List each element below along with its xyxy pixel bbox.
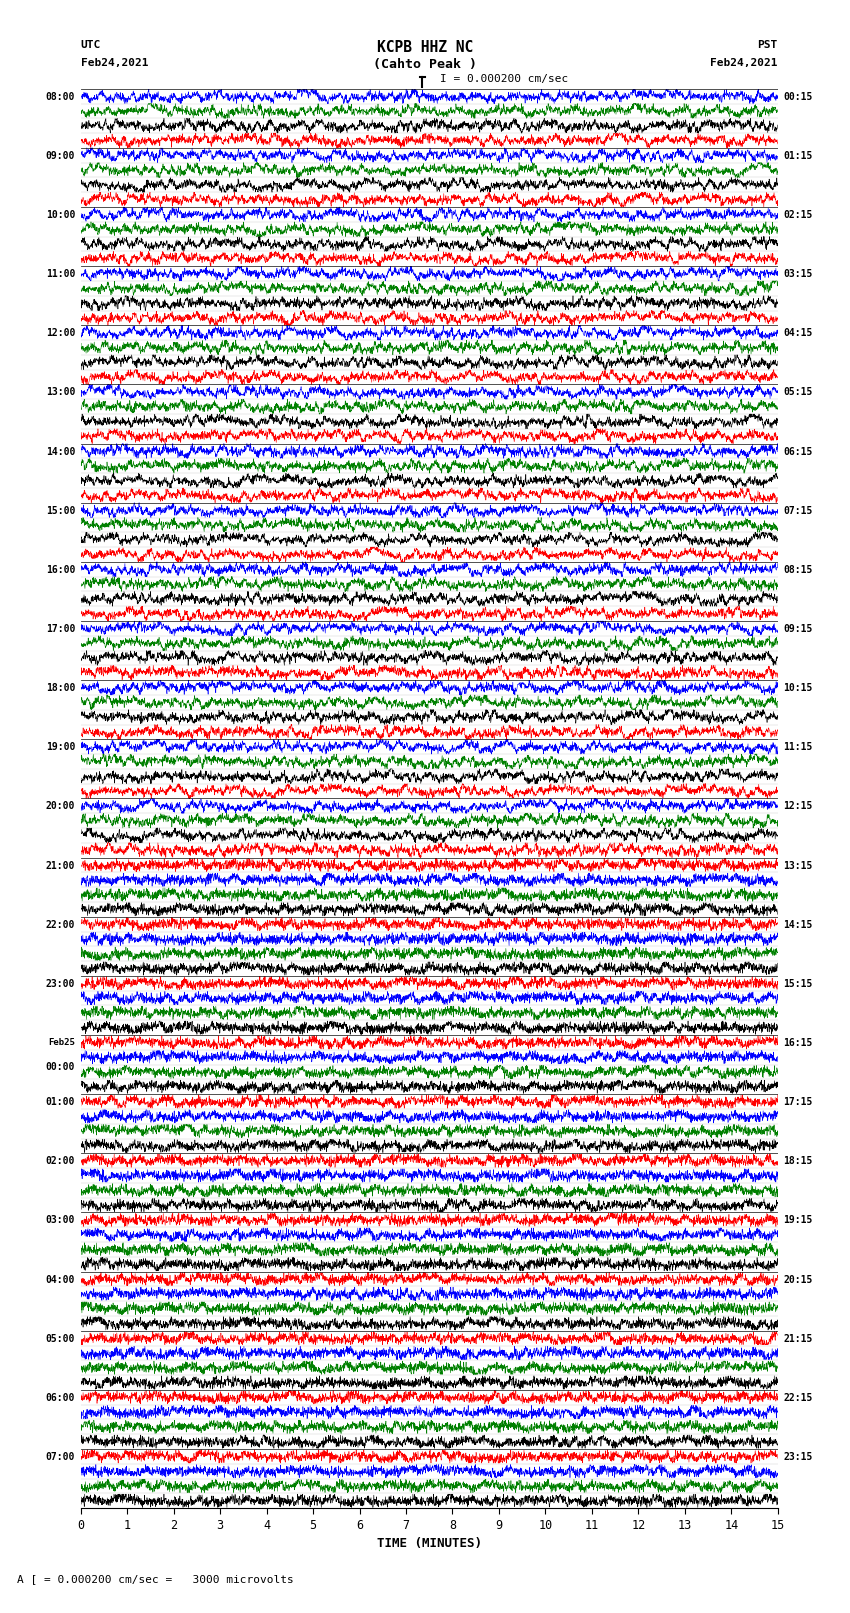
Text: 10:15: 10:15 bbox=[784, 684, 813, 694]
Text: 05:00: 05:00 bbox=[46, 1334, 75, 1344]
Text: KCPB HHZ NC: KCPB HHZ NC bbox=[377, 40, 473, 55]
Text: Feb24,2021: Feb24,2021 bbox=[81, 58, 148, 68]
Text: 21:15: 21:15 bbox=[784, 1334, 813, 1344]
Text: PST: PST bbox=[757, 40, 778, 50]
Text: 21:00: 21:00 bbox=[46, 861, 75, 871]
Text: 07:00: 07:00 bbox=[46, 1452, 75, 1461]
Text: Feb24,2021: Feb24,2021 bbox=[711, 58, 778, 68]
Text: 16:00: 16:00 bbox=[46, 565, 75, 574]
Text: 04:00: 04:00 bbox=[46, 1274, 75, 1284]
Text: 12:15: 12:15 bbox=[784, 802, 813, 811]
Text: 14:15: 14:15 bbox=[784, 919, 813, 929]
X-axis label: TIME (MINUTES): TIME (MINUTES) bbox=[377, 1537, 482, 1550]
Text: 13:15: 13:15 bbox=[784, 861, 813, 871]
Text: 12:00: 12:00 bbox=[46, 329, 75, 339]
Text: 09:00: 09:00 bbox=[46, 152, 75, 161]
Text: 03:00: 03:00 bbox=[46, 1216, 75, 1226]
Text: 01:15: 01:15 bbox=[784, 152, 813, 161]
Text: 18:15: 18:15 bbox=[784, 1157, 813, 1166]
Text: 07:15: 07:15 bbox=[784, 506, 813, 516]
Text: 17:00: 17:00 bbox=[46, 624, 75, 634]
Text: 20:15: 20:15 bbox=[784, 1274, 813, 1284]
Text: 16:15: 16:15 bbox=[784, 1039, 813, 1048]
Text: 17:15: 17:15 bbox=[784, 1097, 813, 1107]
Text: 01:00: 01:00 bbox=[46, 1097, 75, 1107]
Text: 02:00: 02:00 bbox=[46, 1157, 75, 1166]
Text: 18:00: 18:00 bbox=[46, 684, 75, 694]
Text: 15:00: 15:00 bbox=[46, 506, 75, 516]
Text: 19:15: 19:15 bbox=[784, 1216, 813, 1226]
Text: 06:00: 06:00 bbox=[46, 1394, 75, 1403]
Text: 15:15: 15:15 bbox=[784, 979, 813, 989]
Text: Feb25: Feb25 bbox=[48, 1039, 75, 1047]
Text: 08:00: 08:00 bbox=[46, 92, 75, 102]
Text: 19:00: 19:00 bbox=[46, 742, 75, 752]
Text: I = 0.000200 cm/sec: I = 0.000200 cm/sec bbox=[440, 74, 569, 84]
Text: 03:15: 03:15 bbox=[784, 269, 813, 279]
Text: 00:00: 00:00 bbox=[46, 1061, 75, 1071]
Text: UTC: UTC bbox=[81, 40, 101, 50]
Text: 23:15: 23:15 bbox=[784, 1452, 813, 1461]
Text: 04:15: 04:15 bbox=[784, 329, 813, 339]
Text: 06:15: 06:15 bbox=[784, 447, 813, 456]
Text: 10:00: 10:00 bbox=[46, 210, 75, 219]
Text: 23:00: 23:00 bbox=[46, 979, 75, 989]
Text: 14:00: 14:00 bbox=[46, 447, 75, 456]
Text: 05:15: 05:15 bbox=[784, 387, 813, 397]
Text: 09:15: 09:15 bbox=[784, 624, 813, 634]
Text: 02:15: 02:15 bbox=[784, 210, 813, 219]
Text: 22:15: 22:15 bbox=[784, 1394, 813, 1403]
Text: 11:00: 11:00 bbox=[46, 269, 75, 279]
Text: 13:00: 13:00 bbox=[46, 387, 75, 397]
Text: 22:00: 22:00 bbox=[46, 919, 75, 929]
Text: 20:00: 20:00 bbox=[46, 802, 75, 811]
Text: 00:15: 00:15 bbox=[784, 92, 813, 102]
Text: 11:15: 11:15 bbox=[784, 742, 813, 752]
Text: 08:15: 08:15 bbox=[784, 565, 813, 574]
Text: (Cahto Peak ): (Cahto Peak ) bbox=[373, 58, 477, 71]
Text: A [ = 0.000200 cm/sec =   3000 microvolts: A [ = 0.000200 cm/sec = 3000 microvolts bbox=[17, 1574, 294, 1584]
